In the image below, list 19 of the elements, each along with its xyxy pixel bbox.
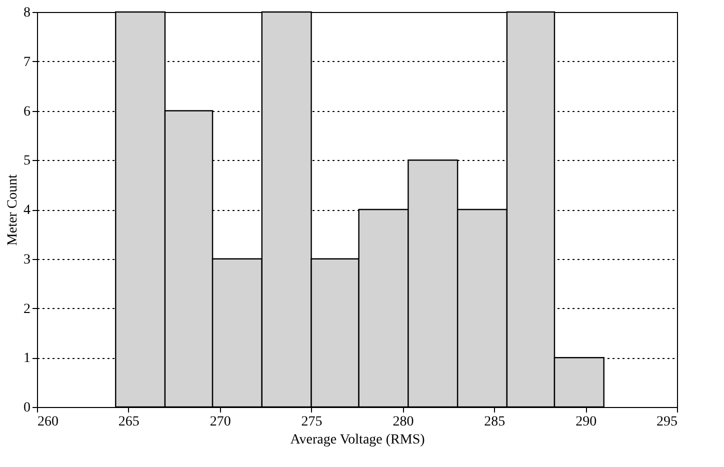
x-axis-title: Average Voltage (RMS) — [290, 432, 426, 448]
x-tick-label: 290 — [576, 414, 597, 430]
y-axis-title: Meter Count — [6, 174, 20, 246]
y-tick-label: 0 — [24, 400, 30, 416]
y-tick-label: 5 — [24, 154, 30, 169]
y-tick-label: 2 — [24, 302, 30, 317]
x-tick-label: 280 — [392, 414, 414, 430]
y-tick-label: 7 — [24, 54, 30, 70]
x-tick-label: 295 — [656, 414, 678, 430]
y-tick-label: 6 — [24, 104, 30, 120]
x-tick-label: 265 — [118, 414, 140, 430]
x-tick-label: 260 — [38, 414, 58, 430]
x-tick-label: 275 — [301, 414, 322, 430]
y-tick-label: 3 — [24, 252, 30, 268]
x-tick-label: 285 — [484, 414, 506, 430]
y-tick-label: 1 — [24, 351, 30, 366]
x-tick-label: 270 — [210, 414, 231, 430]
y-tick-label: 8 — [24, 6, 30, 20]
y-tick-label: 4 — [24, 203, 30, 218]
